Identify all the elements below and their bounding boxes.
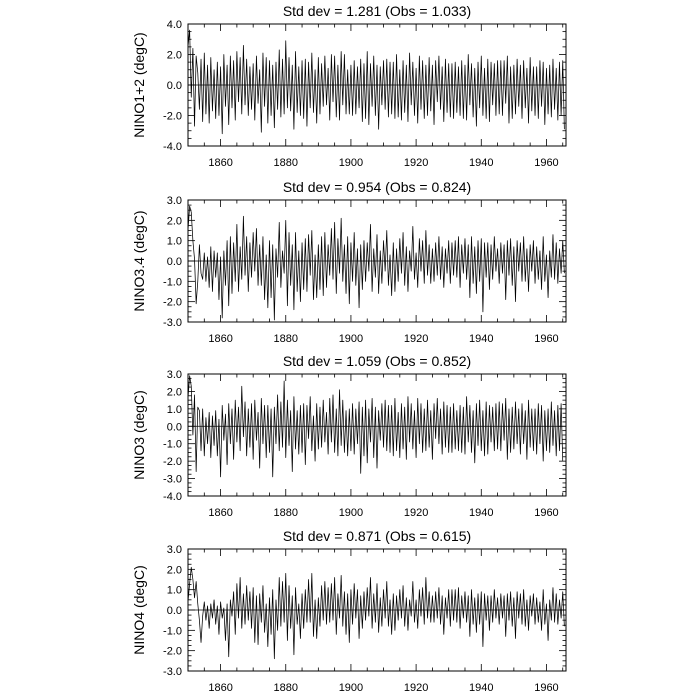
y-tick-label: 0.0: [167, 256, 182, 268]
y-tick-label: -1.0: [163, 276, 182, 288]
data-series-line: [187, 566, 565, 660]
x-tick-label: 1940: [469, 682, 493, 694]
data-series-line: [187, 375, 564, 478]
x-tick-label: 1920: [404, 333, 428, 345]
data-series-line: [187, 205, 565, 321]
y-tick-label: -2.0: [163, 646, 182, 658]
x-tick-label: 1880: [274, 333, 298, 345]
y-tick-label: -1.0: [163, 625, 182, 637]
chart-title: Std dev = 0.954 (Obs = 0.824): [283, 179, 471, 195]
x-tick-label: 1940: [469, 333, 493, 345]
y-tick-label: 2.0: [167, 215, 182, 227]
y-tick-label: 0.0: [167, 605, 182, 617]
x-tick-label: 1900: [339, 157, 363, 169]
chart-panel-3: Std dev = 1.059 (Obs = 0.852) NINO3 (degC…: [131, 353, 567, 519]
x-tick-label: 1860: [208, 333, 232, 345]
x-tick-label: 1860: [208, 157, 232, 169]
plot-frame: [187, 373, 567, 497]
y-tick-label: -4.0: [163, 491, 182, 503]
y-tick-label: 2.0: [167, 386, 182, 398]
y-axis-label: NINO3 (degC): [131, 390, 147, 479]
x-tick-label: 1940: [469, 157, 493, 169]
x-tick-label: 1920: [404, 157, 428, 169]
chart-title: Std dev = 1.059 (Obs = 0.852): [283, 353, 471, 369]
x-tick-label: 1920: [404, 682, 428, 694]
y-tick-label: -3.0: [163, 317, 182, 329]
y-tick-label: 1.0: [167, 236, 182, 248]
y-tick-label: 1.0: [167, 585, 182, 597]
x-tick-label: 1900: [339, 507, 363, 519]
x-tick-label: 1960: [534, 682, 558, 694]
y-tick-label: -2.0: [163, 297, 182, 309]
y-tick-label: 1.0: [167, 404, 182, 416]
x-tick-label: 1960: [534, 507, 558, 519]
x-tick-label: 1860: [208, 682, 232, 694]
y-tick-label: 0.0: [167, 421, 182, 433]
y-tick-label: -1.0: [163, 439, 182, 451]
data-series-line: [187, 29, 565, 135]
y-axis-label: NINO4 (degC): [131, 565, 147, 654]
chart-panel-4: Std dev = 0.871 (Obs = 0.615) NINO4 (degC…: [131, 528, 567, 694]
y-axis-label: NINO3.4 (degC): [131, 210, 147, 311]
x-tick-label: 1920: [404, 507, 428, 519]
y-tick-label: -2.0: [163, 456, 182, 468]
x-tick-label: 1880: [274, 682, 298, 694]
x-tick-label: 1860: [208, 507, 232, 519]
y-tick-label: 0.0: [167, 80, 182, 92]
x-tick-label: 1900: [339, 682, 363, 694]
y-tick-label: -2.0: [163, 111, 182, 123]
y-tick-label: 2.0: [167, 564, 182, 576]
chart-panel-2: Std dev = 0.954 (Obs = 0.824) NINO3.4 (de…: [131, 179, 567, 345]
y-tick-label: 4.0: [167, 19, 182, 31]
x-tick-label: 1900: [339, 333, 363, 345]
chart-title: Std dev = 0.871 (Obs = 0.615): [283, 528, 471, 544]
chart-title: Std dev = 1.281 (Obs = 1.033): [283, 3, 471, 19]
y-tick-label: 2.0: [167, 50, 182, 62]
x-tick-label: 1940: [469, 507, 493, 519]
y-axis-label: NINO1+2 (degC): [131, 32, 147, 137]
y-tick-label: -4.0: [163, 141, 182, 153]
y-tick-label: 3.0: [167, 369, 182, 381]
x-tick-label: 1880: [274, 157, 298, 169]
y-tick-label: 3.0: [167, 544, 182, 556]
y-tick-label: 3.0: [167, 195, 182, 207]
x-tick-label: 1960: [534, 333, 558, 345]
x-tick-label: 1960: [534, 157, 558, 169]
y-tick-label: -3.0: [163, 474, 182, 486]
y-tick-label: -3.0: [163, 666, 182, 678]
chart-panel-1: Std dev = 1.281 (Obs = 1.033) NINO1+2 (de…: [131, 3, 567, 169]
x-tick-label: 1880: [274, 507, 298, 519]
